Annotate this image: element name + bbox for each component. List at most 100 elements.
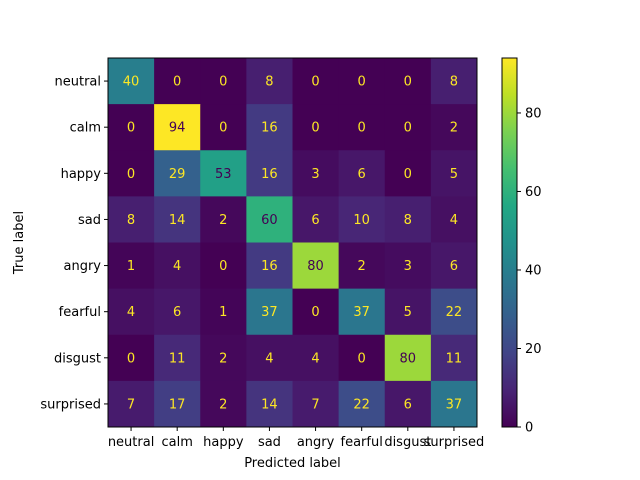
cell-value-label: 22 bbox=[446, 305, 463, 320]
cell-value-label: 2 bbox=[450, 121, 458, 136]
cell-value-label: 8 bbox=[127, 213, 135, 228]
x-axis-ticks: neutral calm happy sad angry fearful disgustsu… bbox=[108, 427, 484, 450]
cell-value-label: 0 bbox=[404, 167, 412, 182]
heatmap-cell bbox=[338, 288, 386, 336]
heatmap-cells bbox=[108, 58, 478, 428]
heatmap-cell bbox=[108, 242, 155, 290]
heatmap-cell bbox=[292, 58, 340, 105]
cell-value-label: 0 bbox=[219, 121, 227, 136]
cell-value-label: 11 bbox=[446, 351, 463, 366]
cell-value-label: 16 bbox=[261, 167, 278, 182]
y-tick-label: angry bbox=[64, 259, 102, 274]
heatmap-cell bbox=[154, 242, 201, 290]
y-tick-label: happy bbox=[61, 167, 102, 182]
colorbar-tick-label: 60 bbox=[525, 185, 542, 200]
heatmap-cell bbox=[246, 380, 293, 428]
cell-value-label: 0 bbox=[404, 75, 412, 90]
heatmap-cell bbox=[338, 196, 386, 243]
heatmap-cell bbox=[108, 380, 155, 428]
cell-value-label: 80 bbox=[400, 351, 417, 366]
heatmap-cell bbox=[292, 150, 340, 197]
cell-value-label: 6 bbox=[311, 213, 319, 228]
cell-value-label: 0 bbox=[127, 121, 135, 136]
cell-value-label: 0 bbox=[219, 75, 227, 90]
x-tick-label: angry bbox=[297, 435, 335, 450]
heatmap-cell bbox=[338, 58, 386, 105]
cell-value-label: 2 bbox=[219, 213, 227, 228]
cell-value-label: 7 bbox=[311, 397, 319, 412]
cell-value-label: 37 bbox=[446, 397, 463, 412]
x-axis-title: Predicted label bbox=[244, 456, 341, 471]
heatmap-cell bbox=[292, 196, 340, 243]
heatmap-cell bbox=[246, 334, 293, 382]
heatmap-cell bbox=[200, 196, 247, 243]
heatmap-cell bbox=[292, 242, 340, 290]
heatmap-cell bbox=[200, 58, 247, 105]
x-tick-label: neutral bbox=[108, 435, 155, 450]
cell-value-label: 14 bbox=[261, 397, 278, 412]
cell-value-label: 37 bbox=[353, 305, 370, 320]
heatmap-cell bbox=[430, 104, 478, 151]
heatmap-cell bbox=[200, 242, 247, 290]
heatmap-cell bbox=[430, 150, 478, 197]
colorbar-tick-label: 80 bbox=[525, 106, 542, 121]
cell-value-label: 0 bbox=[358, 351, 366, 366]
heatmap-cell bbox=[384, 334, 432, 382]
x-tick-label: happy bbox=[203, 435, 244, 450]
heatmap-cell bbox=[108, 196, 155, 243]
heatmap-cell bbox=[154, 104, 201, 151]
cell-value-label: 3 bbox=[404, 259, 412, 274]
cell-value-label: 29 bbox=[169, 167, 186, 182]
heatmap-cell bbox=[430, 380, 478, 428]
cell-value-label: 0 bbox=[311, 121, 319, 136]
cell-value-label: 4 bbox=[311, 351, 319, 366]
heatmap-cell bbox=[246, 288, 293, 336]
cell-value-label: 4 bbox=[127, 305, 135, 320]
heatmap-cell bbox=[108, 104, 155, 151]
cell-value-label: 17 bbox=[169, 397, 186, 412]
colorbar-tick-label: 0 bbox=[525, 421, 533, 436]
cell-value-label: 0 bbox=[358, 121, 366, 136]
heatmap-cell bbox=[384, 104, 432, 151]
colorbar-frame bbox=[501, 57, 518, 428]
heatmap-cell bbox=[154, 380, 201, 428]
heatmap-cell bbox=[200, 380, 247, 428]
heatmap-cell bbox=[246, 58, 293, 105]
cell-value-label: 6 bbox=[450, 259, 458, 274]
heatmap-cell bbox=[292, 288, 340, 336]
heatmap-cell bbox=[338, 242, 386, 290]
cell-value-label: 6 bbox=[404, 397, 412, 412]
heatmap-cell bbox=[430, 242, 478, 290]
cell-value-label: 5 bbox=[450, 167, 458, 182]
cell-value-label: 2 bbox=[358, 259, 366, 274]
heatmap-cell bbox=[246, 150, 293, 197]
cell-value-label: 37 bbox=[261, 305, 278, 320]
cell-value-label: 0 bbox=[404, 121, 412, 136]
heatmap-cell bbox=[154, 196, 201, 243]
heatmap-cell bbox=[154, 288, 201, 336]
cell-value-label: 0 bbox=[311, 75, 319, 90]
heatmap-cell bbox=[384, 242, 432, 290]
heatmap-cell bbox=[108, 58, 155, 105]
heatmap-cell bbox=[338, 334, 386, 382]
cell-value-label: 8 bbox=[404, 213, 412, 228]
heatmap-cell bbox=[292, 380, 340, 428]
cell-value-label: 0 bbox=[358, 75, 366, 90]
heatmap-cell bbox=[338, 104, 386, 151]
heatmap-cell bbox=[200, 288, 247, 336]
cell-value-label: 2 bbox=[219, 397, 227, 412]
heatmap-cell bbox=[108, 334, 155, 382]
cell-value-label: 22 bbox=[353, 397, 370, 412]
heatmap-cell bbox=[200, 104, 247, 151]
y-tick-label: calm bbox=[70, 121, 101, 136]
y-tick-label: surprised bbox=[40, 397, 101, 412]
heatmap-cell bbox=[430, 58, 478, 105]
cell-value-label: 4 bbox=[265, 351, 273, 366]
x-tick-label: surprised bbox=[424, 435, 485, 450]
y-tick-label: sad bbox=[78, 213, 101, 228]
cell-value-label: 11 bbox=[169, 351, 186, 366]
colorbar bbox=[502, 58, 517, 427]
heatmap-cell bbox=[246, 196, 293, 243]
heatmap-cell bbox=[338, 380, 386, 428]
